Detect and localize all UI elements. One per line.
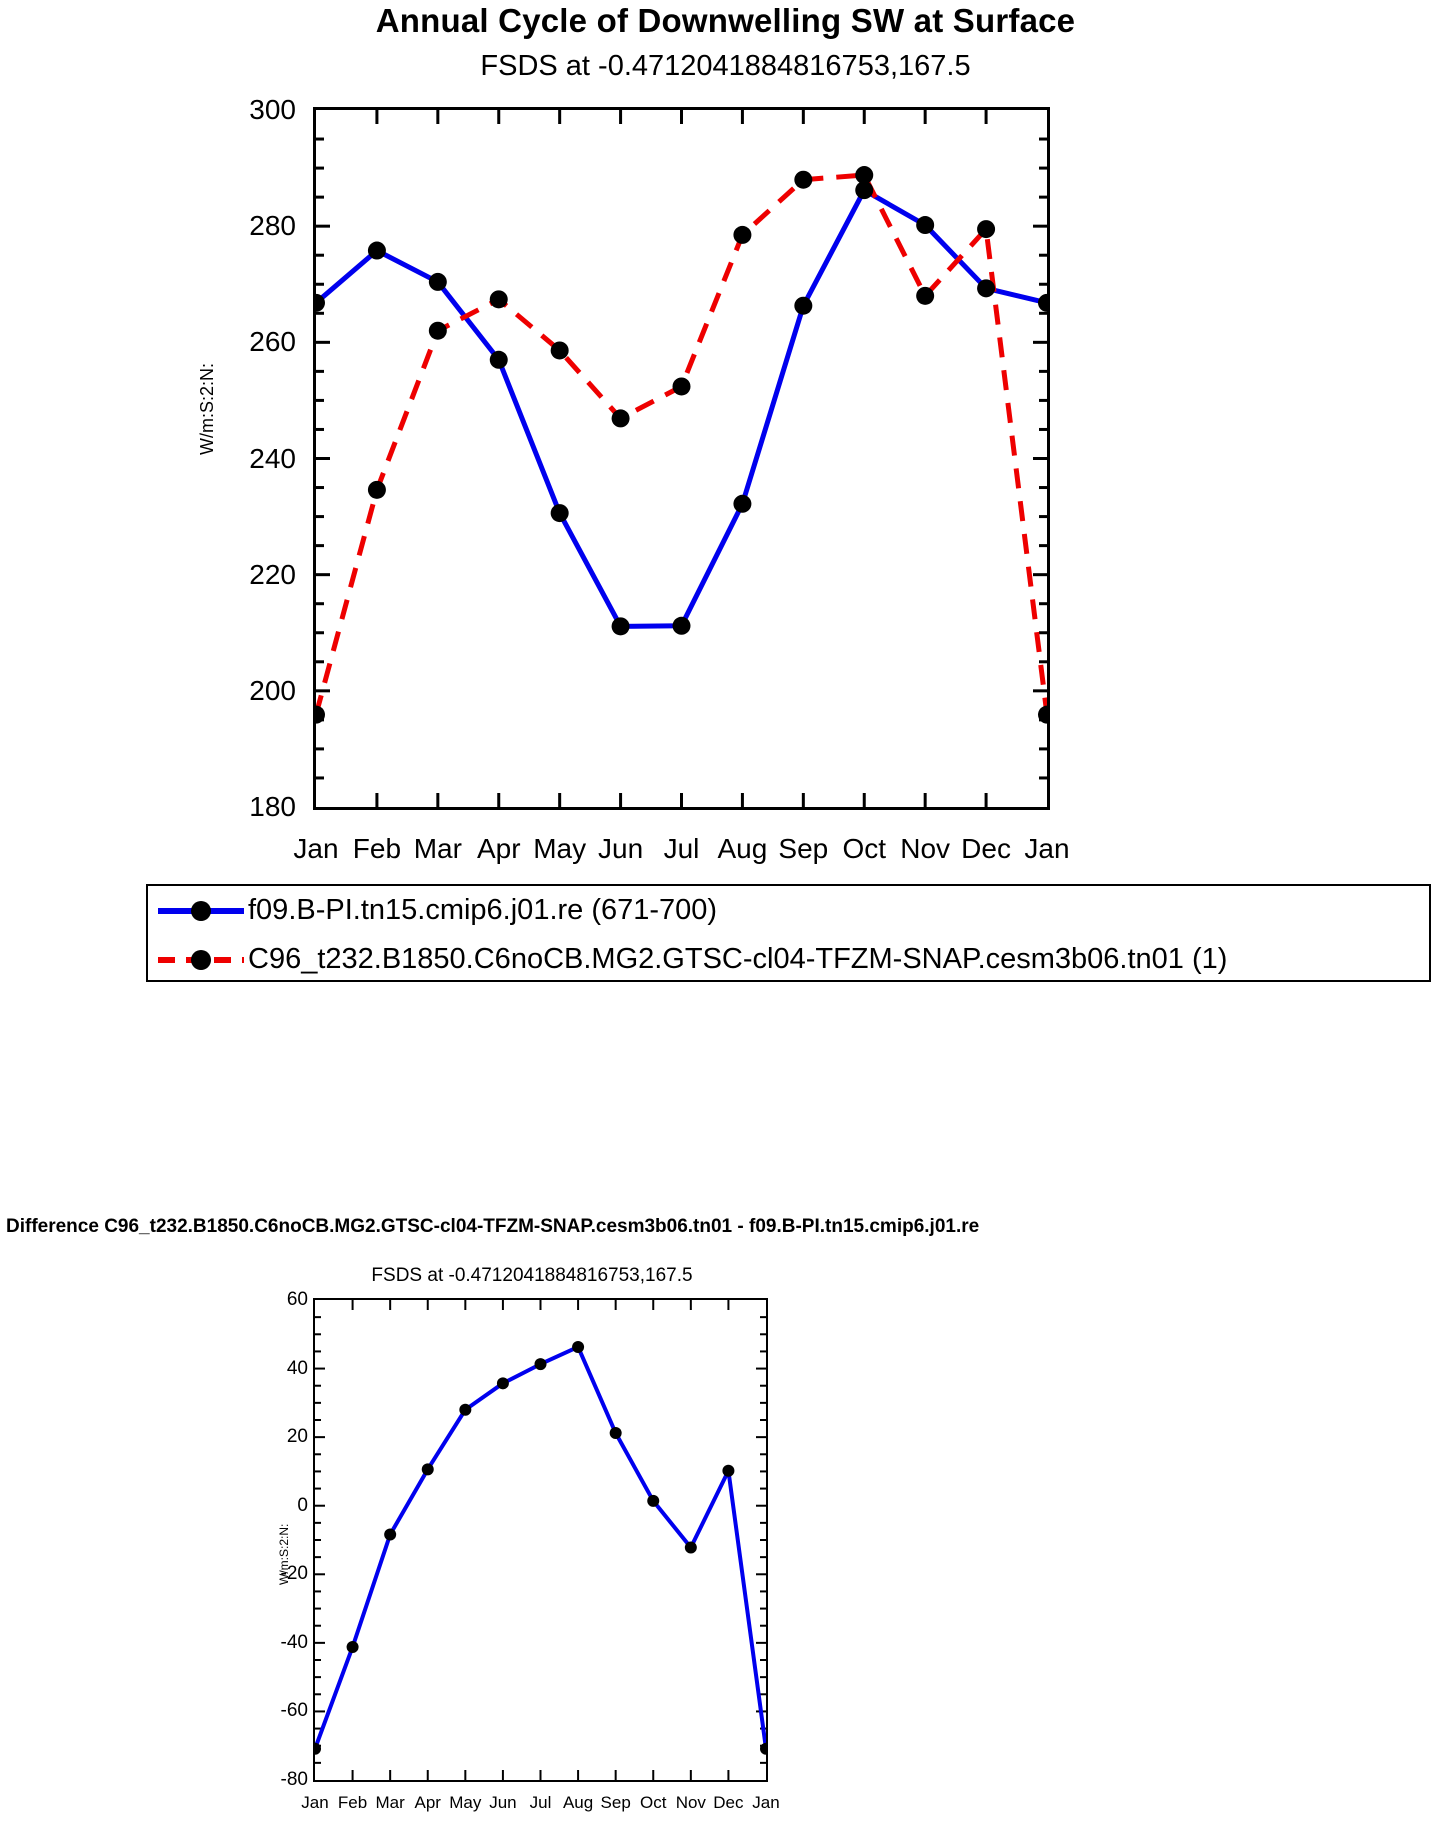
difference-subtitle: FSDS at -0.4712041884816753,167.5 <box>371 1265 693 1286</box>
x-tick-label: Aug <box>717 833 768 864</box>
x-tick-label: Jun <box>598 833 644 864</box>
difference-plot-area <box>313 1298 768 1782</box>
legend-item-label: f09.B-PI.tn15.cmip6.j01.re (671-700) <box>248 894 718 926</box>
x-tick-label: Jan <box>301 1793 329 1812</box>
legend-item: C96_t232.B1850.C6noCB.MG2.GTSC-cl04-TFZM… <box>148 935 1429 984</box>
x-tick-label: Jan <box>1024 833 1070 864</box>
legend-line-sample <box>156 886 246 935</box>
x-tick-label: Sep <box>778 833 829 864</box>
y-tick-label: -60 <box>280 1700 308 1722</box>
main-plot-area <box>313 107 1050 810</box>
legend-item-label: C96_t232.B1850.C6noCB.MG2.GTSC-cl04-TFZM… <box>248 943 1228 975</box>
y-tick-label: 0 <box>297 1494 308 1516</box>
x-tick-label: Feb <box>337 1793 368 1812</box>
x-tick-label: Mar <box>375 1793 405 1812</box>
x-tick-label: Nov <box>675 1793 706 1812</box>
y-tick-label: 280 <box>249 210 296 242</box>
y-tick-label: -20 <box>280 1563 308 1585</box>
x-tick-label: Mar <box>413 833 462 864</box>
y-tick-label: 20 <box>286 1426 308 1448</box>
x-tick-label: Feb <box>352 833 402 864</box>
legend-item: f09.B-PI.tn15.cmip6.j01.re (671-700) <box>148 886 1429 935</box>
x-tick-label: Apr <box>414 1793 441 1812</box>
x-tick-label: Jul <box>529 1793 552 1812</box>
x-tick-label: Aug <box>562 1793 594 1812</box>
difference-chart-svg <box>315 1300 766 1780</box>
y-tick-label: 60 <box>286 1289 308 1310</box>
x-tick-label: Apr <box>476 833 521 864</box>
y-tick-label: 200 <box>249 674 296 706</box>
x-tick-label: Jul <box>663 833 700 864</box>
x-tick-label: Oct <box>640 1793 667 1812</box>
x-tick-label: Nov <box>900 833 951 864</box>
x-tick-label: Jun <box>489 1793 517 1812</box>
x-tick-label: Oct <box>842 833 887 864</box>
y-tick-label: 260 <box>249 326 296 358</box>
legend-line-sample <box>156 935 246 984</box>
main-subtitle: FSDS at -0.4712041884816753,167.5 <box>480 50 971 82</box>
page-title: Annual Cycle of Downwelling SW at Surfac… <box>375 2 1076 39</box>
x-tick-label: Dec <box>961 833 1011 864</box>
y-tick-label: 220 <box>249 558 296 590</box>
x-tick-label: May <box>533 833 587 864</box>
x-tick-label: Jan <box>752 1793 780 1812</box>
y-tick-label: 300 <box>249 94 296 125</box>
x-tick-label: Dec <box>713 1793 744 1812</box>
main-chart-svg <box>316 110 1047 807</box>
x-tick-label: Sep <box>600 1793 631 1812</box>
difference-title: Difference C96_t232.B1850.C6noCB.MG2.GTS… <box>6 1216 980 1237</box>
main-y-axis-label: W/m:S:2:N: <box>197 362 217 455</box>
legend: f09.B-PI.tn15.cmip6.j01.re (671-700) C96_… <box>146 884 1431 982</box>
y-tick-label: -80 <box>280 1769 308 1790</box>
y-tick-label: 240 <box>249 442 296 474</box>
x-tick-label: Jan <box>293 833 339 864</box>
y-tick-label: 40 <box>286 1357 308 1379</box>
x-tick-label: May <box>449 1793 482 1812</box>
y-tick-label: -40 <box>280 1631 308 1653</box>
y-tick-label: 180 <box>249 791 296 822</box>
